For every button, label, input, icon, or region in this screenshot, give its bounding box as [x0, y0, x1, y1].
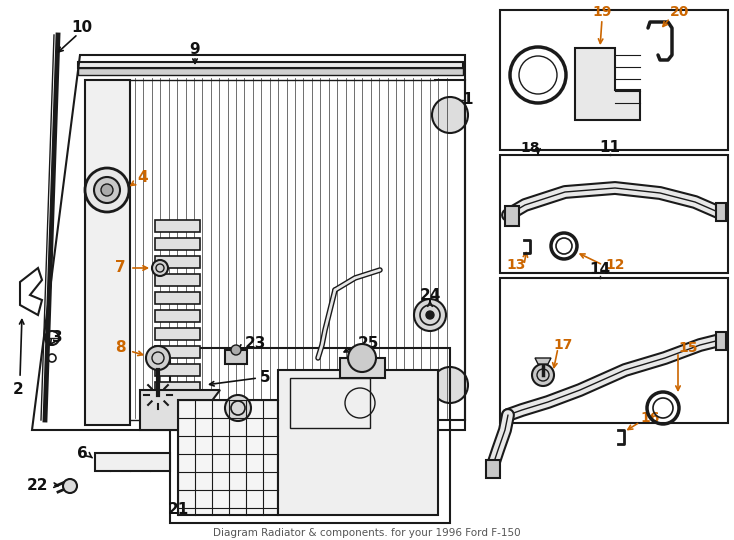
Text: 1: 1 [462, 92, 473, 107]
Polygon shape [78, 68, 463, 75]
Bar [278, 370, 438, 515]
Polygon shape [78, 62, 463, 68]
Text: 16: 16 [640, 411, 660, 425]
Bar [505, 206, 519, 226]
Polygon shape [535, 358, 551, 364]
Text: 10: 10 [71, 21, 92, 36]
Circle shape [432, 367, 468, 403]
Bar [178, 400, 278, 515]
Polygon shape [155, 220, 200, 232]
Circle shape [101, 184, 113, 196]
Text: 3: 3 [51, 330, 62, 346]
Text: 5: 5 [260, 370, 270, 386]
Text: 17: 17 [553, 338, 573, 352]
Text: 8: 8 [115, 341, 126, 355]
Bar [716, 332, 726, 350]
Bar [95, 453, 170, 471]
Polygon shape [575, 48, 640, 120]
Circle shape [426, 311, 434, 319]
Polygon shape [155, 346, 200, 358]
Circle shape [63, 479, 77, 493]
Text: 18: 18 [520, 141, 539, 155]
Polygon shape [155, 274, 200, 286]
Polygon shape [155, 256, 200, 268]
Text: 21: 21 [167, 503, 189, 517]
Text: 19: 19 [592, 5, 611, 19]
Polygon shape [140, 390, 220, 430]
Bar [225, 350, 247, 364]
Polygon shape [155, 328, 200, 340]
Bar [500, 278, 728, 423]
Bar [716, 203, 726, 221]
Bar [486, 460, 500, 478]
Polygon shape [155, 292, 200, 304]
Text: 7: 7 [115, 260, 126, 275]
Polygon shape [155, 310, 200, 322]
Polygon shape [155, 364, 200, 376]
Circle shape [414, 299, 446, 331]
Text: 20: 20 [670, 5, 690, 19]
Text: 13: 13 [506, 258, 526, 272]
Text: 24: 24 [419, 287, 440, 302]
Polygon shape [85, 80, 130, 425]
Bar [290, 378, 370, 428]
Text: 15: 15 [678, 341, 698, 355]
Bar [500, 155, 728, 273]
Circle shape [231, 345, 241, 355]
Bar [170, 348, 450, 523]
Text: 2: 2 [12, 382, 23, 397]
Text: 14: 14 [589, 262, 611, 278]
Bar [340, 358, 385, 378]
Text: 11: 11 [600, 140, 620, 156]
Text: 4: 4 [138, 171, 148, 186]
Polygon shape [155, 238, 200, 250]
Circle shape [146, 346, 170, 370]
Text: 12: 12 [606, 258, 625, 272]
Circle shape [348, 344, 376, 372]
Text: 23: 23 [244, 335, 266, 350]
Circle shape [152, 260, 168, 276]
Circle shape [532, 364, 554, 386]
Circle shape [85, 168, 129, 212]
Circle shape [225, 395, 251, 421]
Circle shape [432, 97, 468, 133]
Text: 25: 25 [357, 335, 379, 350]
Polygon shape [155, 382, 200, 394]
Text: 6: 6 [76, 446, 87, 461]
Circle shape [94, 177, 120, 203]
Text: Diagram Radiator & components. for your 1996 Ford F-150: Diagram Radiator & components. for your … [213, 528, 521, 538]
Text: 22: 22 [27, 477, 48, 492]
Bar [500, 10, 728, 150]
Text: 9: 9 [189, 43, 200, 57]
